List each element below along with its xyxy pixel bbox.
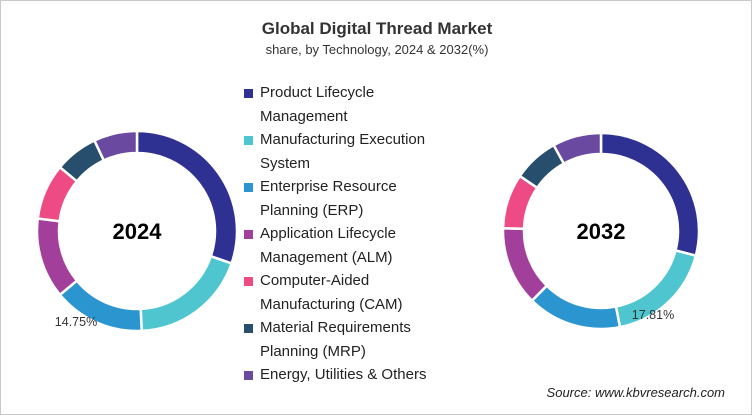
donut-slice-2032-4 [501,226,549,303]
legend-swatch [244,136,253,145]
donut-slice-2024-7 [92,129,139,163]
legend-label: Manufacturing (CAM) [260,295,403,313]
center-label-2024: 2024 [113,219,163,244]
legend-label: Application Lifecycle [260,225,396,242]
donut-slice-2024-4 [35,217,79,297]
donut-slice-2024-2 [139,254,234,333]
legend: Product Lifecycle Management Manufacturing… [244,81,484,387]
donut-slice-2032-3 [530,283,622,331]
legend-swatch [244,277,253,286]
legend-item: Material Requirements Planning (MRP) [244,316,484,363]
legend-label: Management [260,107,348,125]
legend-label: Computer-Aided [260,272,370,289]
legend-label: Planning (ERP) [260,201,364,219]
legend-label: Product Lifecycle [260,84,375,101]
legend-item: Manufacturing Execution System [244,128,484,175]
source-note: Source: www.kbvresearch.com [546,385,725,400]
donut-slice-2032-7 [552,131,603,166]
legend-label: Material Requirements [260,319,411,336]
chart-subtitle: share, by Technology, 2024 & 2032(%) [265,42,489,57]
legend-item: Product Lifecycle Management [244,81,484,128]
legend-item: Computer-Aided Manufacturing (CAM) [244,269,484,316]
chart-title: Global Digital Thread Market [261,19,493,38]
legend-label: Manufacturing Execution [260,131,426,148]
center-label-2032: 2032 [577,219,626,244]
legend-item: Application Lifecycle Management (ALM) [244,222,484,269]
legend-swatch [244,183,253,192]
legend-label: Enterprise Resource [260,178,397,195]
legend-swatch [244,230,253,239]
data-label: 14.75% [55,315,97,329]
legend-swatch [244,89,253,98]
legend-label: Energy, Utilities & Others [260,366,427,383]
data-label: 17.81% [632,308,674,322]
legend-item: Enterprise Resource Planning (ERP) [244,175,484,222]
legend-label: Planning (MRP) [260,342,366,360]
legend-label: System [260,154,311,172]
legend-label: Management (ALM) [260,248,393,266]
legend-item: Energy, Utilities & Others [244,363,484,387]
legend-swatch [244,324,253,333]
legend-swatch [244,371,253,380]
